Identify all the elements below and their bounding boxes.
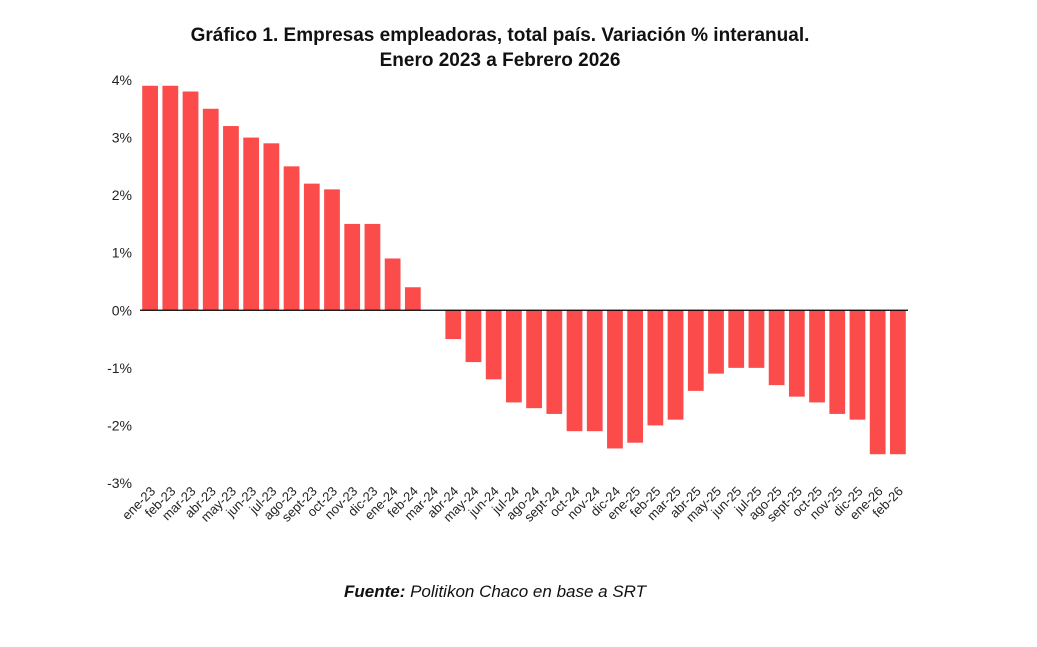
bar [890, 310, 906, 455]
bar [223, 126, 239, 311]
y-axis: 4% 3% 2% 1% 0% -1% -2% -3% [107, 72, 132, 491]
bar [566, 310, 583, 432]
bar [748, 310, 765, 368]
bar [647, 310, 664, 426]
bar [829, 310, 846, 414]
bar [506, 310, 522, 403]
bar [445, 310, 462, 340]
y-tick-label: -3% [107, 475, 132, 491]
bar [202, 108, 219, 311]
bar [384, 258, 401, 311]
bar [607, 310, 623, 449]
y-tick-label: 0% [112, 302, 132, 318]
bar [728, 310, 745, 368]
y-tick-label: -1% [107, 360, 132, 376]
bar [404, 287, 421, 311]
bar [243, 137, 260, 311]
bar [788, 310, 805, 397]
source-label: Fuente: [343, 582, 406, 601]
bar [142, 85, 158, 311]
y-tick-label: 2% [112, 187, 132, 203]
bar [485, 310, 502, 380]
bars [142, 85, 906, 455]
bar [586, 310, 603, 432]
chart-subtitle: Enero 2023 a Febrero 2026 [379, 50, 621, 71]
bar [303, 183, 320, 311]
bar [708, 310, 724, 374]
y-tick-label: -2% [107, 417, 132, 433]
bar [263, 143, 280, 311]
bar [809, 310, 825, 403]
y-tick-label: 3% [112, 130, 132, 146]
bar [182, 91, 199, 311]
bar [465, 310, 482, 363]
bar [526, 310, 542, 409]
bar [546, 310, 563, 414]
bar [627, 310, 644, 443]
source-note: Fuente: Politikon Chaco en base a SRT [0, 582, 990, 602]
bar [768, 310, 785, 386]
bar [849, 310, 866, 420]
bar [364, 223, 381, 311]
bar [162, 85, 179, 311]
bar [869, 310, 886, 455]
y-tick-label: 4% [112, 72, 132, 88]
bar [344, 223, 361, 311]
bar [687, 310, 704, 391]
chart-title: Gráfico 1. Empresas empleadoras, total p… [190, 25, 810, 46]
bar [324, 189, 340, 311]
bar [283, 166, 300, 311]
bar [667, 310, 684, 420]
x-axis: ene-23feb-23mar-23abr-23may-23jun-23jul-… [119, 484, 906, 525]
source-text: Politikon Chaco en base a SRT [410, 582, 647, 601]
y-tick-label: 1% [112, 245, 132, 261]
